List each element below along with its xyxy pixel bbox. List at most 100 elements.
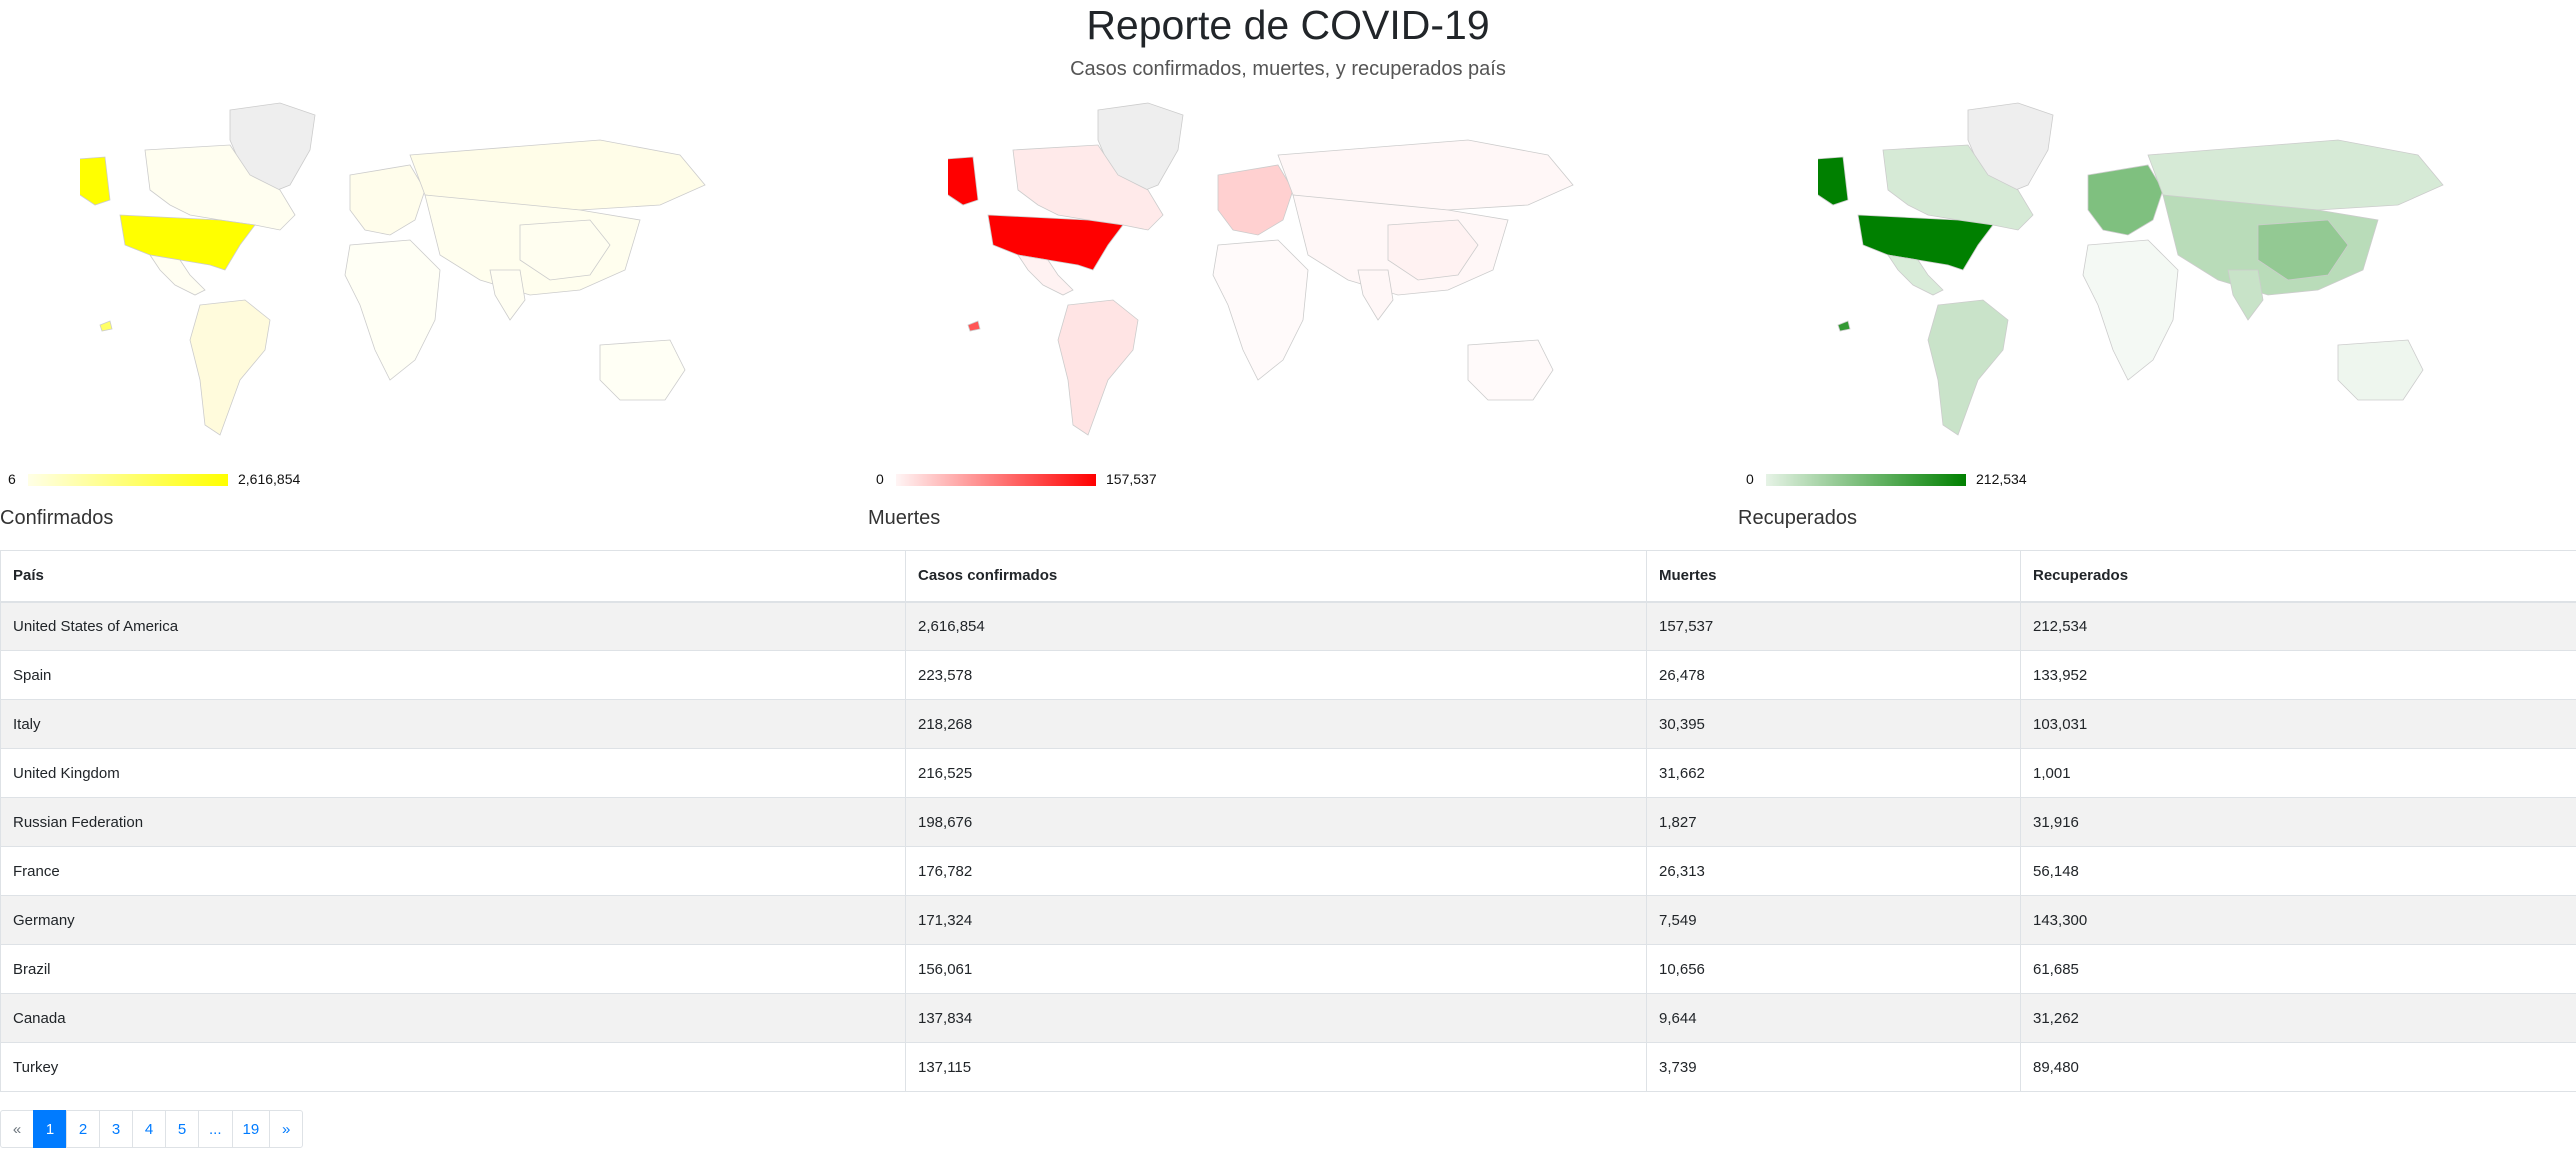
cell-deaths: 30,395 [1646,699,2021,749]
country-europe[interactable] [349,164,426,236]
country-canada[interactable] [1882,144,2034,231]
page-link-2[interactable]: 2 [66,1110,100,1148]
table-row: France 176,782 26,313 56,148 [0,846,2576,896]
cell-confirmed: 171,324 [905,895,1647,945]
table-row: Russian Federation 198,676 1,827 31,916 [0,797,2576,847]
cell-recovered: 103,031 [2020,699,2576,749]
map-label: Recuperados [1738,507,1857,529]
cell-confirmed: 218,268 [905,699,1647,749]
country-islands[interactable] [1837,320,1851,332]
legend-gradient [1766,474,1966,486]
cell-deaths: 26,313 [1646,846,2021,896]
country-australia[interactable] [1467,339,1554,401]
cell-recovered: 89,480 [2020,1042,2576,1092]
cell-country: Germany [0,895,906,945]
cell-country: United States of America [0,601,906,651]
country-islands[interactable] [99,320,113,332]
world-map-recuperados[interactable] [1818,95,2498,510]
map-confirmados: 6 2,616,854 Confirmados [0,95,860,535]
country-australia[interactable] [599,339,686,401]
column-header-deaths[interactable]: Muertes [1646,550,2021,603]
cell-country: Turkey [0,1042,906,1092]
map-muertes: 0 157,537 Muertes [868,95,1728,535]
country-europe[interactable] [1217,164,1294,236]
legend-max: 2,616,854 [238,471,301,487]
country-greenland[interactable] [1967,102,2054,196]
cell-confirmed: 198,676 [905,797,1647,847]
country-islands[interactable] [967,320,981,332]
country-southAmerica[interactable] [1927,299,2009,436]
table-row: Italy 218,268 30,395 103,031 [0,699,2576,749]
cell-recovered: 61,685 [2020,944,2576,994]
page-link-3[interactable]: 3 [99,1110,133,1148]
country-canada[interactable] [144,144,296,231]
map-label: Muertes [868,507,941,529]
legend-min: 6 [8,471,16,487]
cell-confirmed: 216,525 [905,748,1647,798]
cell-country: Brazil [0,944,906,994]
country-china[interactable] [2257,219,2349,281]
country-alaska[interactable] [80,156,111,207]
country-africa[interactable] [2082,239,2179,381]
country-mexico[interactable] [149,254,206,296]
page-ellipsis: ... [198,1110,233,1148]
cell-recovered: 133,952 [2020,650,2576,700]
country-europe[interactable] [2087,164,2164,236]
table-row: United Kingdom 216,525 31,662 1,001 [0,748,2576,798]
next-page-button[interactable]: » [269,1110,304,1148]
country-china[interactable] [519,219,611,281]
cell-recovered: 56,148 [2020,846,2576,896]
table-row: Turkey 137,115 3,739 89,480 [0,1042,2576,1092]
country-canada[interactable] [1012,144,1164,231]
cell-confirmed: 2,616,854 [905,601,1647,651]
cell-deaths: 3,739 [1646,1042,2021,1092]
country-china[interactable] [1387,219,1479,281]
country-usa[interactable] [1857,214,1994,271]
country-mexico[interactable] [1887,254,1944,296]
cell-confirmed: 223,578 [905,650,1647,700]
column-header-confirmed[interactable]: Casos confirmados [905,550,1647,603]
pagination: «1 2 3 4 5... 19» [0,1110,304,1148]
country-australia[interactable] [2337,339,2424,401]
country-greenland[interactable] [229,102,316,196]
cell-country: Italy [0,699,906,749]
country-india[interactable] [489,269,526,321]
country-usa[interactable] [119,214,256,271]
world-map-confirmados[interactable] [80,95,760,510]
page-link-4[interactable]: 4 [132,1110,166,1148]
column-header-country[interactable]: País [0,550,906,603]
covid-table: País Casos confirmados Muertes Recuperad… [0,550,2576,1092]
map-recuperados: 0 212,534 Recuperados [1738,95,2576,535]
country-india[interactable] [2227,269,2264,321]
country-usa[interactable] [987,214,1124,271]
country-africa[interactable] [344,239,441,381]
world-map-muertes[interactable] [948,95,1628,510]
table-row: Spain 223,578 26,478 133,952 [0,650,2576,700]
page-link-1[interactable]: 1 [33,1110,67,1148]
country-alaska[interactable] [948,156,979,207]
cell-country: Canada [0,993,906,1043]
cell-country: United Kingdom [0,748,906,798]
country-greenland[interactable] [1097,102,1184,196]
column-header-recovered[interactable]: Recuperados [2020,550,2576,603]
country-mexico[interactable] [1017,254,1074,296]
page-link-19[interactable]: 19 [231,1110,271,1148]
table-row: Brazil 156,061 10,656 61,685 [0,944,2576,994]
cell-deaths: 9,644 [1646,993,2021,1043]
page-link-5[interactable]: 5 [165,1110,199,1148]
prev-page-button[interactable]: « [0,1110,34,1148]
country-southAmerica[interactable] [189,299,271,436]
table-row: Canada 137,834 9,644 31,262 [0,993,2576,1043]
country-india[interactable] [1357,269,1394,321]
cell-recovered: 1,001 [2020,748,2576,798]
legend-max: 212,534 [1976,471,2027,487]
country-alaska[interactable] [1818,156,1849,207]
cell-deaths: 26,478 [1646,650,2021,700]
cell-deaths: 1,827 [1646,797,2021,847]
country-africa[interactable] [1212,239,1309,381]
cell-recovered: 143,300 [2020,895,2576,945]
cell-confirmed: 137,834 [905,993,1647,1043]
country-southAmerica[interactable] [1057,299,1139,436]
cell-confirmed: 137,115 [905,1042,1647,1092]
legend-min: 0 [1746,471,1754,487]
